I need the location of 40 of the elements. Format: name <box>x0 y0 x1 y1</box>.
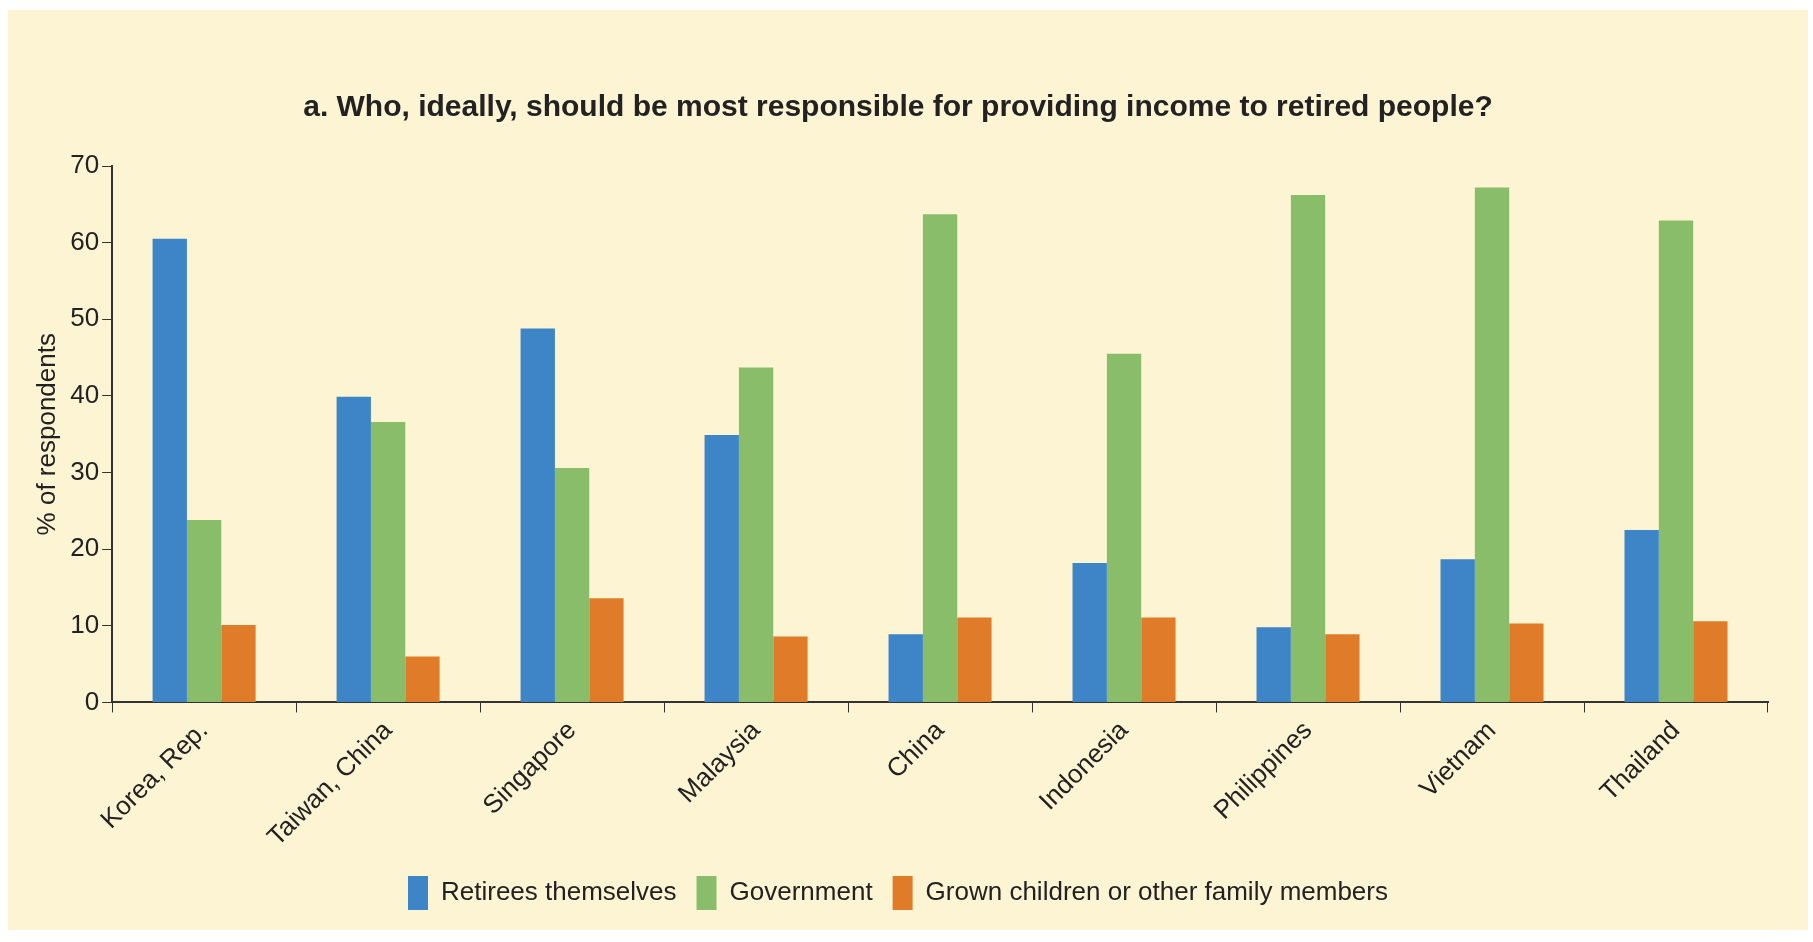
y-tick-label: 70 <box>70 149 100 180</box>
bar <box>589 598 624 702</box>
bar <box>1509 623 1544 702</box>
bar <box>1440 559 1475 702</box>
bar <box>186 520 222 702</box>
bar <box>1325 634 1360 702</box>
bar <box>738 367 774 702</box>
bar <box>957 617 992 702</box>
bar <box>1141 617 1176 702</box>
bar <box>704 435 739 702</box>
bar <box>1474 187 1510 702</box>
y-axis-title: % of respondents <box>30 333 61 536</box>
y-tick-label: 40 <box>70 379 100 410</box>
bar <box>336 396 371 702</box>
bar <box>1624 530 1659 702</box>
bar <box>405 656 440 702</box>
bar <box>1290 195 1326 702</box>
y-tick-label: 10 <box>70 608 100 639</box>
legend-label: Government <box>729 876 874 907</box>
bar <box>370 421 406 702</box>
chart-title: a. Who, ideally, should be most responsible for providing income to retired people? <box>303 89 1493 123</box>
y-tick-label: 0 <box>84 685 100 716</box>
bar <box>152 238 187 702</box>
bar <box>221 625 256 702</box>
y-tick-label: 20 <box>70 532 100 563</box>
bar <box>1072 562 1107 702</box>
bar <box>922 214 958 702</box>
bar <box>520 328 555 702</box>
bar <box>1693 621 1728 702</box>
legend-label: Retirees themselves <box>441 876 677 907</box>
bar <box>1256 627 1291 702</box>
bar <box>773 636 808 702</box>
y-tick-label: 30 <box>70 455 100 486</box>
bar <box>1658 220 1694 702</box>
bar <box>1106 353 1142 702</box>
legend-label: Grown children or other family members <box>925 876 1388 907</box>
y-tick-label: 50 <box>70 302 100 333</box>
y-tick-label: 60 <box>70 225 100 256</box>
bar <box>554 467 590 702</box>
bar <box>888 634 923 702</box>
